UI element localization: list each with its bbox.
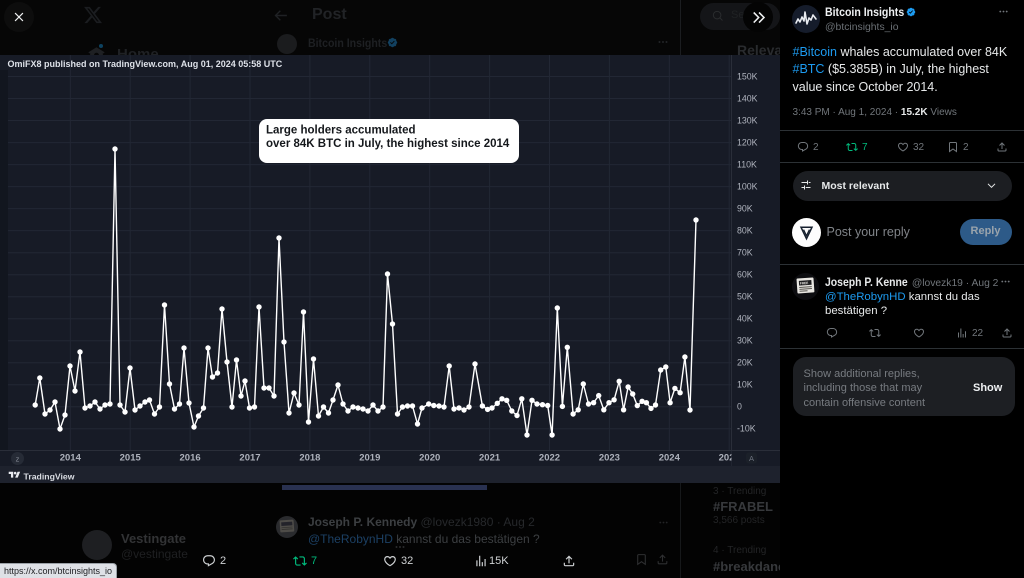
svg-text:130K: 130K <box>737 115 758 125</box>
svg-text:over 84K BTC in July, the high: over 84K BTC in July, the highest since … <box>266 138 510 150</box>
svg-text:60K: 60K <box>737 270 753 280</box>
svg-text:z: z <box>16 454 20 463</box>
svg-text:2023: 2023 <box>599 453 620 464</box>
svg-text:2017: 2017 <box>239 453 260 464</box>
svg-text:2025: 2025 <box>719 453 741 464</box>
svg-text:2022: 2022 <box>539 453 560 464</box>
svg-text:OmiFX8 published on TradingVie: OmiFX8 published on TradingView.com, Aug… <box>8 59 283 69</box>
svg-text:2024: 2024 <box>659 453 681 464</box>
svg-text:2016: 2016 <box>180 453 201 464</box>
svg-text:40K: 40K <box>737 314 753 324</box>
svg-text:30K: 30K <box>737 336 753 346</box>
svg-text:2021: 2021 <box>479 453 501 464</box>
svg-text:Large holders accumulated: Large holders accumulated <box>266 125 416 137</box>
svg-text:120K: 120K <box>737 137 758 147</box>
svg-text:2020: 2020 <box>419 453 440 464</box>
svg-text:20K: 20K <box>737 358 753 368</box>
svg-text:-10K: -10K <box>737 424 756 434</box>
svg-text:2015: 2015 <box>120 453 142 464</box>
svg-text:2019: 2019 <box>359 453 380 464</box>
svg-text:FREE: FREE <box>800 280 809 285</box>
svg-text:110K: 110K <box>737 159 757 169</box>
svg-text:A: A <box>749 454 754 463</box>
svg-text:90K: 90K <box>737 203 753 213</box>
svg-text:70K: 70K <box>737 248 753 258</box>
svg-text:50K: 50K <box>737 292 753 302</box>
svg-text:0: 0 <box>737 402 742 412</box>
svg-text:140K: 140K <box>737 93 758 103</box>
svg-text:100K: 100K <box>737 181 758 191</box>
svg-text:80K: 80K <box>737 225 753 235</box>
svg-text:150K: 150K <box>737 71 758 81</box>
svg-text:TradingView: TradingView <box>24 471 75 481</box>
svg-text:2018: 2018 <box>299 453 320 464</box>
svg-text:10K: 10K <box>737 380 753 390</box>
svg-text:2014: 2014 <box>60 453 82 464</box>
